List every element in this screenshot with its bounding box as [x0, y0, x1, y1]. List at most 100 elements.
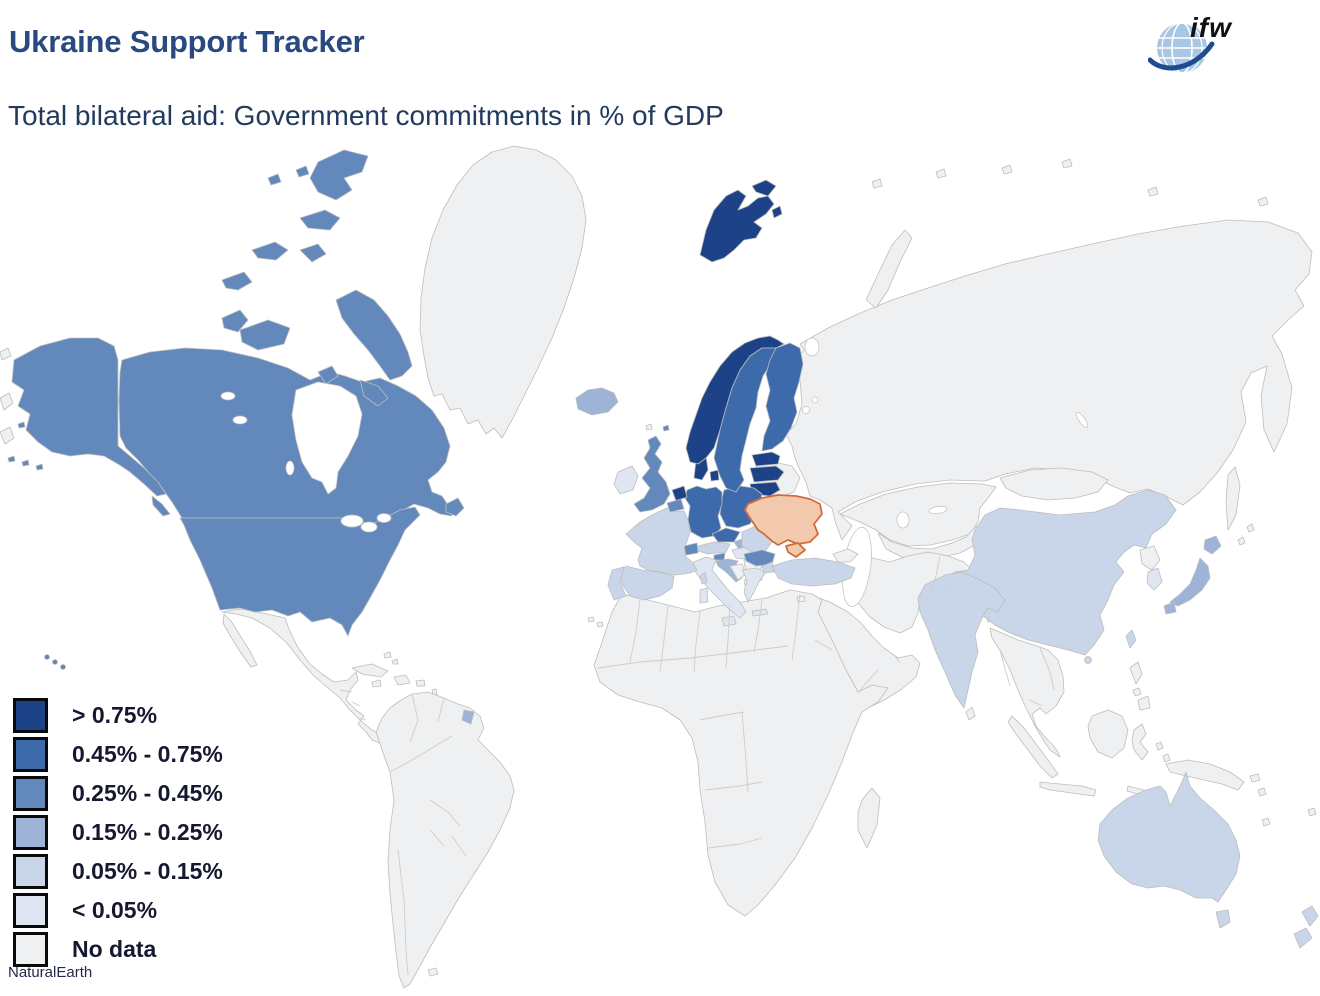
map-region-cyprus [796, 595, 806, 603]
map-region-belgium[interactable] [666, 498, 685, 513]
map-region-philippines[interactable] [1129, 661, 1151, 711]
map-region-north-korea[interactable] [1139, 545, 1161, 571]
map-region-greece[interactable] [741, 567, 769, 617]
legend-swatch [13, 932, 48, 967]
africa-borders [597, 593, 801, 849]
lake-balkhash [928, 505, 948, 515]
map-islands-bahamas [383, 651, 399, 665]
ifw-logo: ifw [1148, 8, 1278, 86]
legend-swatch [13, 854, 48, 889]
map-region-iceland[interactable] [575, 387, 619, 416]
map-region-russia[interactable] [785, 219, 1313, 541]
great-slave-lake [232, 415, 248, 425]
legend-row: 0.15% - 0.25% [13, 815, 223, 850]
map-region-tasmania [1215, 909, 1231, 929]
map-region-crimea[interactable] [785, 542, 806, 558]
map-region-ukraine[interactable] [744, 494, 823, 546]
map-region-papua-new-guinea[interactable] [1165, 759, 1245, 791]
map-islands-aleutians [7, 421, 44, 471]
lake-baikal [1075, 412, 1089, 428]
legend-label: 0.15% - 0.25% [72, 819, 223, 845]
great-bear-lake [220, 391, 236, 401]
map-region-hainan [1084, 656, 1092, 664]
map-region-spain[interactable] [619, 565, 675, 601]
map-region-czechia[interactable] [711, 527, 741, 543]
lake-huron [360, 521, 378, 533]
map-region-usa[interactable] [179, 506, 421, 637]
map-region-kazakhstan[interactable] [839, 482, 997, 547]
legend-label: No data [72, 936, 157, 962]
legend-label: 0.25% - 0.45% [72, 780, 223, 806]
map-region-slovenia[interactable] [713, 552, 726, 561]
legend-row: > 0.75% [13, 698, 223, 733]
map-region-french-guiana[interactable] [461, 709, 475, 725]
legend-swatch [13, 776, 48, 811]
map-region-puerto-rico [415, 679, 426, 687]
map-region-turkey[interactable] [761, 557, 856, 587]
map-region-india[interactable] [917, 571, 1006, 709]
map-region-canada-baffin [317, 289, 413, 407]
map-legend: > 0.75% 0.45% - 0.75% 0.25% - 0.45% 0.15… [13, 698, 223, 967]
map-region-switzerland[interactable] [683, 542, 699, 556]
legend-swatch [13, 698, 48, 733]
map-region-france[interactable] [625, 507, 708, 585]
map-attribution: NaturalEarth [8, 964, 93, 981]
map-region-sulawesi [1131, 723, 1149, 761]
map-region-mexico[interactable] [221, 608, 397, 749]
map-islands-faroe [645, 423, 653, 431]
map-region-estonia[interactable] [751, 451, 781, 467]
legend-label: > 0.75% [72, 702, 158, 728]
map-region-uk[interactable] [633, 424, 671, 513]
map-region-netherlands[interactable] [671, 485, 688, 502]
europe-countries [575, 179, 856, 627]
aral-sea [896, 511, 910, 529]
inland-seas [762, 337, 1089, 608]
white-sea [804, 337, 820, 357]
map-region-sumatra[interactable] [1007, 715, 1059, 779]
map-region-sweden[interactable] [713, 347, 777, 493]
legend-label: 0.45% - 0.75% [72, 741, 223, 767]
map-region-africa[interactable] [593, 589, 889, 917]
map-region-austria[interactable] [697, 541, 731, 555]
map-region-caucasus [832, 548, 859, 563]
map-region-madagascar[interactable] [857, 787, 881, 849]
map-region-south-korea[interactable] [1146, 567, 1163, 591]
map-region-taiwan[interactable] [1125, 629, 1137, 649]
legend-label: < 0.05% [72, 897, 158, 923]
internal-borders [339, 555, 1055, 976]
central-america-borders [339, 689, 367, 721]
legend-row: No data [13, 932, 223, 967]
map-region-portugal[interactable] [607, 566, 627, 601]
ifw-logo-text: ifw [1190, 12, 1232, 43]
south-america-borders [389, 693, 467, 976]
lake-onega [811, 396, 819, 404]
map-region-borneo[interactable] [1087, 709, 1129, 759]
map-region-germany[interactable] [684, 485, 723, 539]
map-islands-falklands [427, 967, 439, 977]
hudson-bay [291, 381, 363, 495]
map-region-cuba[interactable] [351, 663, 389, 678]
ifw-globe-icon [1148, 22, 1215, 74]
legend-row: 0.05% - 0.15% [13, 854, 223, 889]
map-region-greenland[interactable] [419, 145, 587, 439]
map-islands-arctic-specks [871, 158, 1269, 207]
map-region-alaska[interactable] [11, 337, 167, 497]
map-region-sakhalin [1225, 466, 1241, 531]
map-region-australia[interactable] [1097, 771, 1241, 903]
legend-swatch [13, 893, 48, 928]
map-region-ireland[interactable] [613, 465, 639, 495]
map-region-baja[interactable] [222, 613, 258, 668]
map-region-south-america[interactable] [375, 691, 515, 989]
map-region-siberia-wrap [0, 347, 15, 445]
map-region-mongolia[interactable] [999, 467, 1109, 501]
map-region-new-zealand[interactable] [1293, 905, 1319, 949]
map-region-finland[interactable] [761, 342, 804, 452]
lake-ontario [376, 513, 392, 523]
map-region-hispaniola[interactable] [393, 674, 411, 686]
map-islands-melanesia [1249, 773, 1317, 827]
page-title: Ukraine Support Tracker [9, 24, 365, 59]
map-region-svalbard[interactable] [699, 179, 783, 263]
map-region-latvia[interactable] [749, 465, 785, 483]
legend-label: 0.05% - 0.15% [72, 858, 223, 884]
map-region-japan[interactable] [1163, 535, 1222, 615]
